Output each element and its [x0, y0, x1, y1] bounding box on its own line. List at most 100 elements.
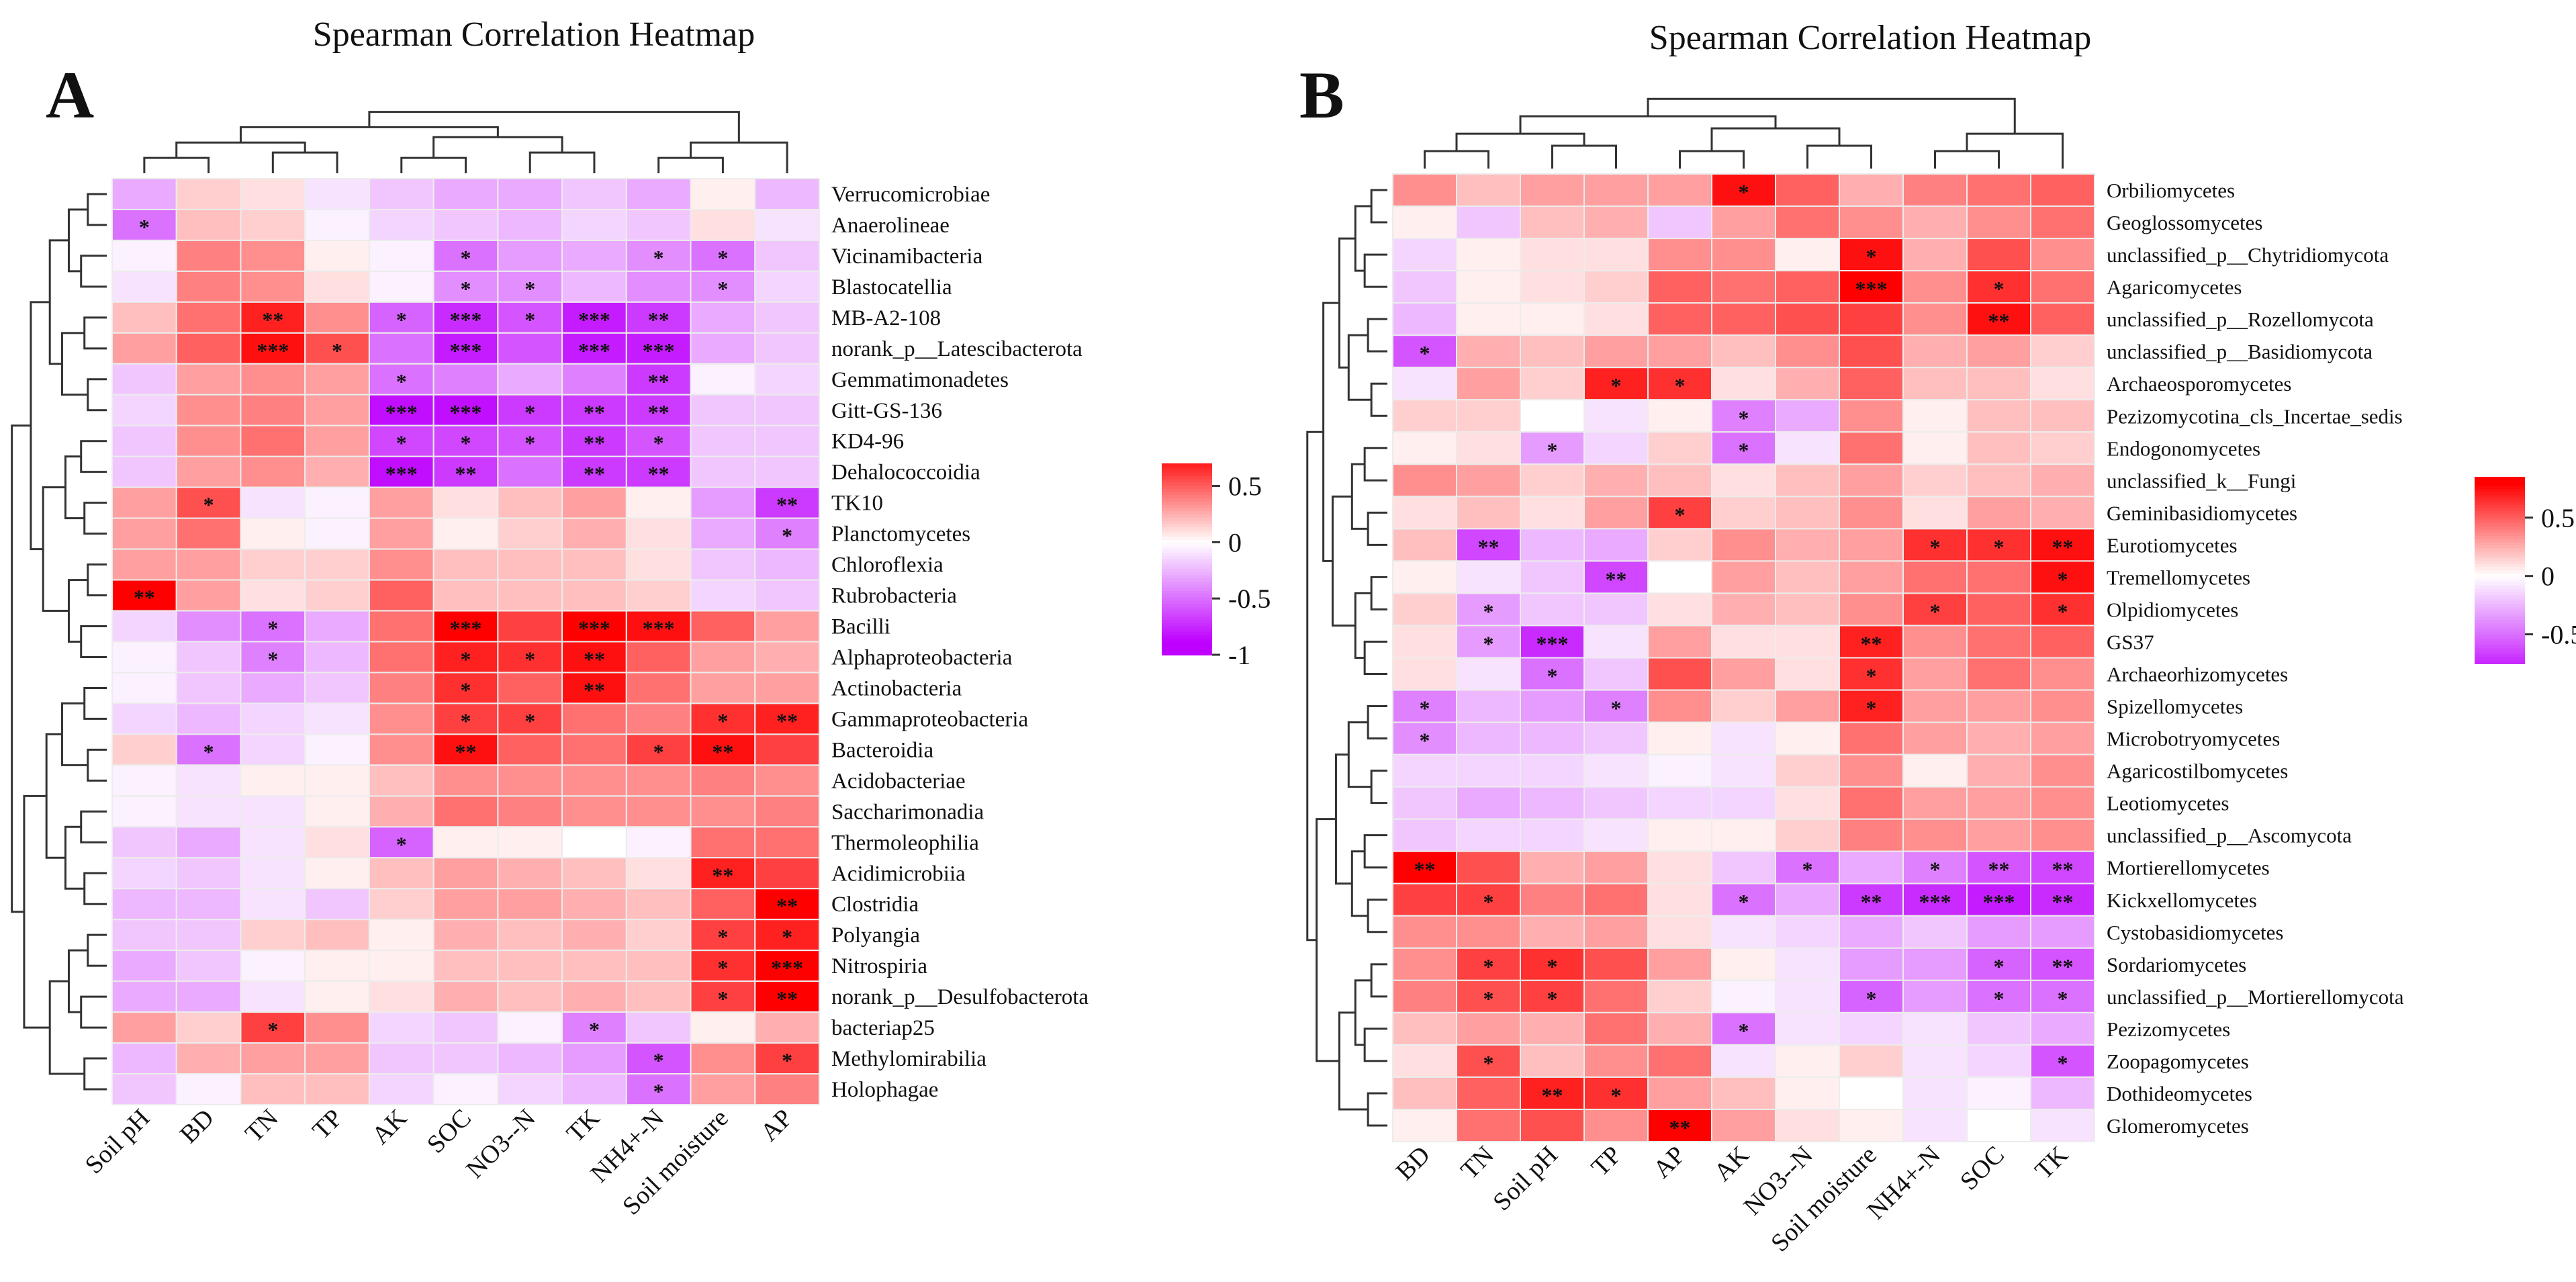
colorbar-swatch: [1162, 533, 1212, 538]
heatmap-cell-agaricostilbomycetes-bd: [1392, 753, 1457, 788]
heatmap-cell-gammaproteobacteria-tn: [240, 702, 306, 735]
heatmap-cell-chloroflexia-ak: [368, 548, 434, 581]
colorbar-swatch: [2475, 554, 2525, 559]
heatmap-cell-unclassified-p-rozellomycota-soil-moisture: [1839, 302, 1904, 336]
significance-mark: *: [782, 1048, 792, 1072]
heatmap-cell-gs37-tk: [2030, 625, 2095, 659]
heatmap-cell-chloroflexia-ap: [754, 548, 820, 581]
colorbar-swatch: [2475, 495, 2525, 500]
heatmap-cell-unclassified-p-ascomycota-tn: [1456, 818, 1521, 852]
significance-mark: *: [461, 431, 471, 455]
colorbar-swatch: [2475, 616, 2525, 621]
significance-mark: *: [1483, 631, 1494, 655]
heatmap-cell-alphaproteobacteria-tk: [561, 641, 627, 674]
heatmap-cell-chloroflexia-nh4-n: [625, 548, 692, 581]
heatmap-cell-agaricostilbomycetes-no3-n: [1775, 753, 1840, 788]
heatmap-cell-bacteriap25-tk: [561, 1011, 627, 1044]
heatmap-cell-chloroflexia-tn: [240, 548, 306, 581]
heatmap-cell-glomeromycetes-soc: [1966, 1108, 2031, 1143]
significance-mark: **: [1988, 309, 2010, 333]
heatmap-cell-endogonomycetes-soil-moisture: [1839, 431, 1904, 465]
heatmap-cell-spizellomycetes-nh4-n: [1902, 689, 1968, 723]
heatmap-cell-archaeorhizomycetes-soc: [1966, 657, 2031, 691]
significance-mark: ***: [385, 462, 418, 486]
heatmap-cell-archaeorhizomycetes-soil-ph: [1520, 657, 1585, 691]
heatmap-cell-unclassified-k-fungi-soil-ph: [1520, 463, 1585, 498]
significance-mark: *: [461, 246, 471, 270]
heatmap-cell-gitt-gs-136-bd: [175, 394, 242, 426]
heatmap-cell-acidobacteriae-tn: [240, 764, 306, 797]
heatmap-cell-archaeorhizomycetes-bd: [1392, 657, 1457, 691]
colorbar-swatch: [1162, 546, 1212, 551]
colorbar-swatch: [1162, 613, 1212, 617]
heatmap-cell-gemmatimonadetes-soc: [432, 363, 499, 396]
heatmap-cell-clostridia-no3-n: [497, 888, 563, 921]
heatmap-cell-acidimicrobiia-soc: [432, 857, 499, 890]
heatmap-cell-pezizomycetes-tp: [1583, 1011, 1649, 1046]
heatmap-cell-spizellomycetes-ak: [1711, 689, 1776, 723]
heatmap-cell-alphaproteobacteria-tp: [304, 641, 370, 674]
heatmap-cell-gemmatimonadetes-soil-moisture: [690, 363, 756, 396]
heatmap-cell-mb-a2-108-tp: [304, 301, 370, 334]
heatmap-cell-unclassified-p-mortierellomycota-soil-moisture: [1839, 979, 1904, 1013]
row-label: Agaricomycetes: [2107, 275, 2242, 299]
heatmap-cell-unclassified-p-rozellomycota-tk: [2030, 302, 2095, 336]
heatmap-cell-gammaproteobacteria-soil-ph: [111, 702, 177, 735]
colorbar-swatch: [2475, 579, 2525, 584]
heatmap-cell-unclassified-p-basidiomycota-soil-ph: [1520, 334, 1585, 369]
panel-a-heatmap: Spearman Correlation Heatmap A ** * ** * ***…: [11, 15, 1271, 1220]
heatmap-cell-dehalococcoidia-tp: [304, 455, 370, 488]
colorbar-swatch: [2475, 657, 2525, 661]
row-label: Holophagae: [831, 1078, 938, 1102]
heatmap-cell-archaeosporomycetes-soil-ph: [1520, 367, 1585, 401]
heatmap-cell-bacteriap25-soil-ph: [111, 1011, 177, 1044]
significance-mark: *: [396, 832, 407, 856]
colorbar-tick-label: -1: [1228, 640, 1250, 670]
heatmap-cell-spizellomycetes-tk: [2030, 689, 2095, 723]
heatmap-cell-orbiliomycetes-nh4-n: [1902, 173, 1968, 208]
heatmap-cell-nitrospiria-tk: [561, 950, 627, 982]
heatmap-cell-agaricomycetes-tn: [1456, 270, 1521, 304]
heatmap-cell-polyangia-soil-moisture: [690, 919, 756, 952]
heatmap-cell-bacteroidia-tp: [304, 733, 370, 766]
colorbar-swatch: [1162, 645, 1212, 649]
heatmap-cell-sordariomycetes-no3-n: [1775, 947, 1840, 981]
heatmap-cell-thermoleophilia-ap: [754, 826, 820, 859]
heatmap-cell-unclassified-p-chytridiomycota-tn: [1456, 238, 1521, 272]
colorbar-swatch: [1162, 597, 1212, 602]
heatmap-cell-planctomycetes-ak: [368, 517, 434, 550]
colorbar-swatch: [1162, 635, 1212, 640]
colorbar-swatch: [1162, 584, 1212, 589]
heatmap-cell-tk10-tk: [561, 486, 627, 519]
heatmap-cell-unclassified-p-chytridiomycota-no3-n: [1775, 238, 1840, 272]
column-dendrogram-branch: [400, 156, 467, 173]
heatmap-cell-saccharimonadia-tk: [561, 795, 627, 828]
heatmap-cell-unclassified-p-ascomycota-ak: [1711, 818, 1776, 852]
heatmap-cell-cystobasidiomycetes-ak: [1711, 915, 1776, 949]
heatmap-cell-gs37-bd: [1392, 625, 1457, 659]
heatmap-cell-polyangia-tp: [304, 919, 370, 952]
heatmap-cell-unclassified-k-fungi-ap: [1647, 463, 1712, 498]
heatmap-cell-methylomirabilia-tp: [304, 1042, 370, 1075]
heatmap-cell-olpidiomycetes-ap: [1647, 592, 1712, 627]
row-label: unclassified_p__Basidiomycota: [2107, 340, 2373, 363]
heatmap-cell-acidobacteriae-bd: [175, 764, 242, 797]
heatmap-cell-acidimicrobiia-tn: [240, 857, 306, 890]
colorbar-swatch: [2475, 489, 2525, 494]
heatmap-cell-thermoleophilia-tn: [240, 826, 306, 859]
row-label: unclassified_p__Chytridiomycota: [2107, 243, 2389, 267]
heatmap-cell-thermoleophilia-soc: [432, 826, 499, 859]
heatmap-cell-bacteriap25-tp: [304, 1011, 370, 1044]
heatmap-cell-thermoleophilia-bd: [175, 826, 242, 859]
significance-mark: **: [2052, 858, 2074, 882]
heatmap-cell-verrucomicrobiae-soil-moisture: [690, 178, 756, 210]
row-dendrogram-branch: [1354, 592, 1372, 659]
heatmap-cell-zoopagomycetes-tp: [1583, 1044, 1649, 1078]
row-dendrogram-branch: [80, 995, 107, 1029]
significance-mark: *: [1930, 858, 1941, 882]
heatmap-cell-unclassified-p-rozellomycota-tp: [1583, 302, 1649, 336]
heatmap-cell-zoopagomycetes-ap: [1647, 1044, 1712, 1078]
heatmap-cell-gemmatimonadetes-ap: [754, 363, 820, 396]
heatmap-cell-vicinamibacteria-ak: [368, 239, 434, 272]
heatmap-cell-dothideomycetes-ak: [1711, 1076, 1776, 1110]
